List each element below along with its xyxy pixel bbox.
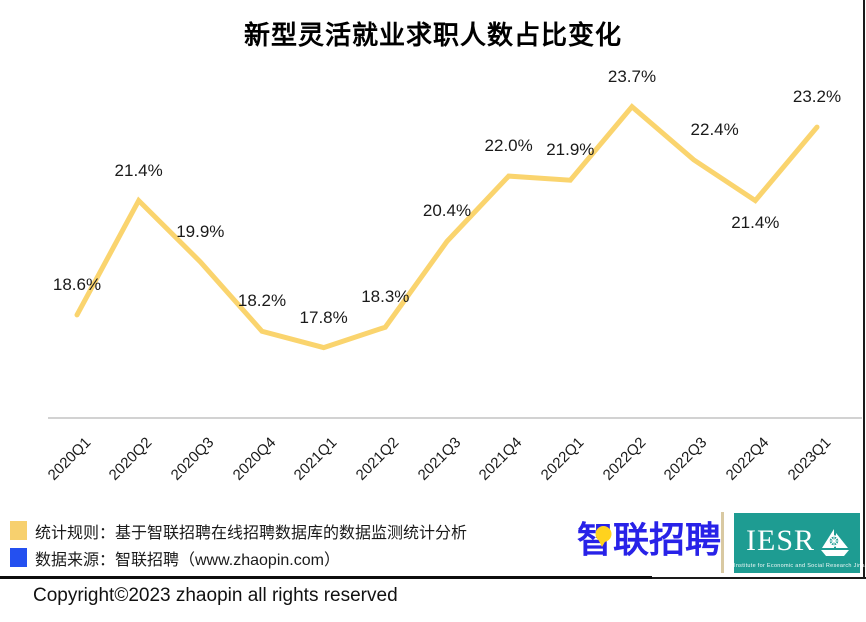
- data-label: 19.9%: [176, 221, 225, 241]
- legend-swatch-yellow: [10, 521, 27, 540]
- legend-swatch-blue: [10, 548, 27, 567]
- right-border-line: [863, 0, 865, 579]
- legend-label: 数据来源：智联招聘（www.zhaopin.com）: [35, 551, 340, 569]
- data-label: 22.0%: [484, 136, 533, 156]
- iesr-logo: IESR Institute for Economic and Social R…: [734, 513, 866, 573]
- legend-label: 统计规则：基于智联招聘在线招聘数据库的数据监测统计分析: [35, 524, 468, 542]
- copyright-text: Copyright©2023 zhaopin all rights reserv…: [33, 585, 398, 606]
- data-label: 21.4%: [114, 160, 163, 180]
- data-label: 18.6%: [52, 274, 102, 294]
- data-label: 20.4%: [422, 201, 472, 221]
- data-label: 21.4%: [731, 212, 780, 232]
- footer-rule-thick: [0, 576, 652, 579]
- line-series: [74, 103, 820, 351]
- zhaopin-logo: 智联招聘: [577, 520, 721, 560]
- chart-title: 新型灵活就业求职人数占比变化: [243, 20, 622, 50]
- iesr-logo-text: IESR: [746, 524, 816, 557]
- iesr-logo-subtext: Institute for Economic and Social Resear…: [734, 563, 866, 569]
- legend-row-stat-rule: 统计规则：基于智联招聘在线招聘数据库的数据监测统计分析: [10, 517, 467, 544]
- x-axis-line: [48, 417, 862, 419]
- zhaopin-pin-icon: [595, 526, 612, 547]
- data-label: 23.2%: [792, 87, 842, 107]
- data-label: 23.7%: [607, 66, 657, 86]
- logo-divider: [721, 512, 724, 573]
- data-label: 22.4%: [690, 119, 739, 139]
- footer-rule-thin: [652, 577, 866, 579]
- legend-row-data-source: 数据来源：智联招聘（www.zhaopin.com）: [10, 544, 467, 571]
- data-label: 17.8%: [299, 307, 348, 327]
- legend: 统计规则：基于智联招聘在线招聘数据库的数据监测统计分析 数据来源：智联招聘（ww…: [10, 517, 467, 571]
- boat-icon: [821, 529, 849, 556]
- data-label: 18.3%: [361, 287, 410, 307]
- data-label: 18.2%: [237, 291, 287, 311]
- data-label: 21.9%: [546, 140, 595, 160]
